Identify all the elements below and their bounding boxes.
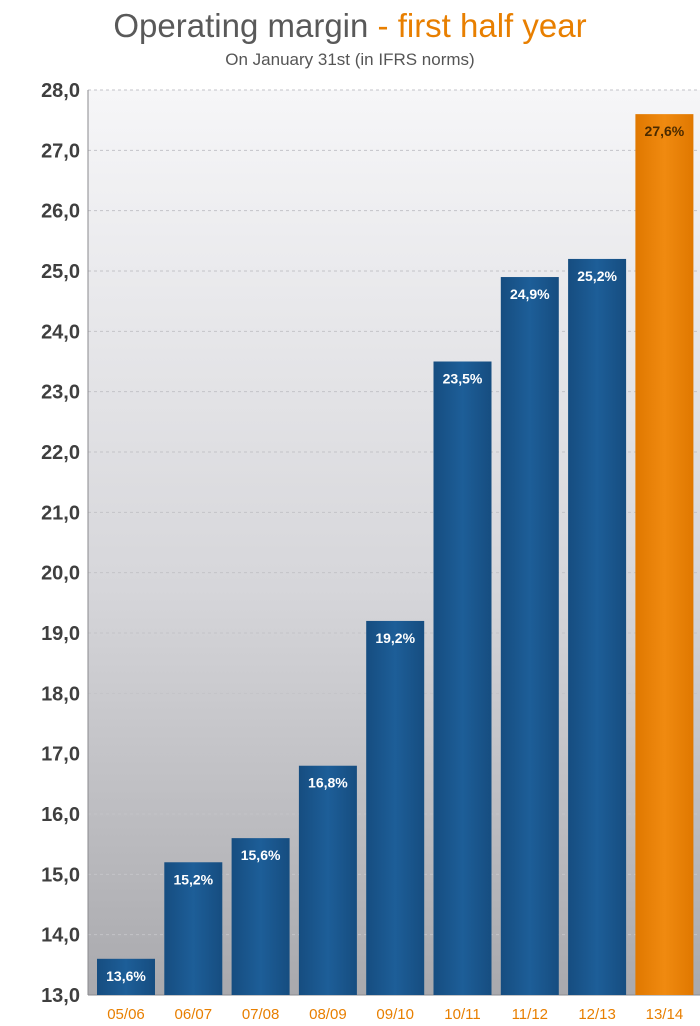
y-tick-label: 27,0 <box>41 140 80 162</box>
x-tick-label: 05/06 <box>107 1006 145 1023</box>
y-tick-label: 14,0 <box>41 925 80 947</box>
bar-data-label: 25,2% <box>577 268 617 284</box>
x-tick-label: 12/13 <box>578 1006 616 1023</box>
y-tick-label: 16,0 <box>41 804 80 826</box>
bar-data-label: 13,6% <box>106 968 146 984</box>
title-main: Operating margin <box>113 7 369 44</box>
bar <box>433 361 492 995</box>
y-tick-label: 13,0 <box>41 985 80 1007</box>
chart-title: Operating margin - first half year <box>0 4 700 48</box>
chart-subtitle: On January 31st (in IFRS norms) <box>225 50 475 69</box>
y-tick-label: 17,0 <box>41 744 80 766</box>
y-tick-label: 23,0 <box>41 382 80 404</box>
bar-data-label: 23,5% <box>443 371 483 387</box>
y-tick-label: 28,0 <box>41 80 80 102</box>
bar-data-label: 15,6% <box>241 847 281 863</box>
bar-data-label: 15,2% <box>173 871 213 887</box>
x-tick-label: 07/08 <box>242 1006 280 1023</box>
y-tick-label: 22,0 <box>41 442 80 464</box>
x-tick-label: 09/10 <box>376 1006 414 1023</box>
x-tick-label: 11/12 <box>512 1006 548 1023</box>
x-tick-label: 08/09 <box>309 1006 347 1023</box>
bar-data-label: 19,2% <box>375 630 415 646</box>
title-accent: - first half year <box>377 7 587 44</box>
x-tick-label: 13/14 <box>646 1006 684 1023</box>
bar-data-label: 16,8% <box>308 775 348 791</box>
bar <box>500 277 559 995</box>
y-tick-label: 18,0 <box>41 683 80 705</box>
y-tick-label: 26,0 <box>41 201 80 223</box>
bar-data-label: 24,9% <box>510 286 550 302</box>
bar <box>568 258 627 995</box>
y-tick-label: 25,0 <box>41 261 80 283</box>
y-tick-label: 20,0 <box>41 563 80 585</box>
bar <box>97 958 155 995</box>
bar <box>231 838 290 995</box>
x-tick-label: 10/11 <box>444 1006 480 1023</box>
y-tick-label: 21,0 <box>41 502 80 524</box>
y-tick-label: 19,0 <box>41 623 80 645</box>
bar-data-label: 27,6% <box>645 123 685 139</box>
y-tick-label: 24,0 <box>41 321 80 343</box>
x-tick-label: 06/07 <box>175 1006 213 1023</box>
bar <box>366 620 425 995</box>
bar <box>164 862 223 995</box>
y-tick-label: 15,0 <box>41 864 80 886</box>
bar <box>635 114 694 996</box>
bar <box>298 765 357 995</box>
